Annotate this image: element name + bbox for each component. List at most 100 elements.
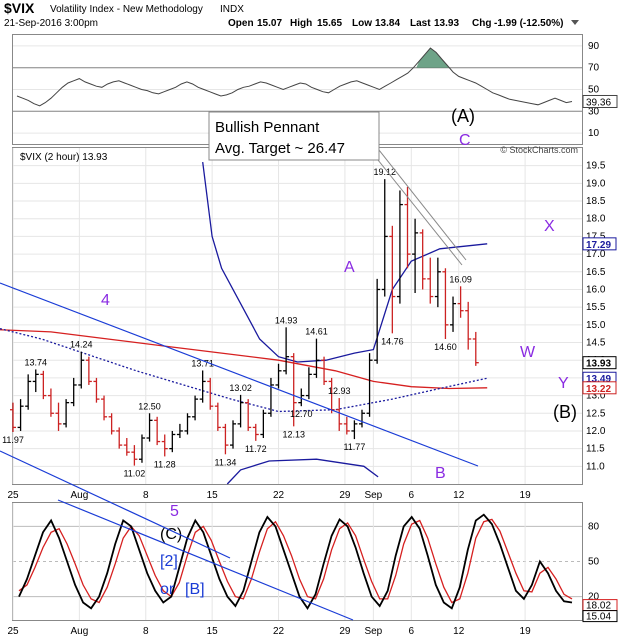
datetime: 21-Sep-2016 3:00pm (4, 18, 98, 29)
price-tick-label-y: 12.5 (586, 408, 606, 419)
wave-5-label: 5 (170, 503, 179, 520)
price-tick-label-x: 29 (339, 490, 351, 501)
wave-C-paren-label: (C) (160, 526, 182, 543)
callout-leader-1 (374, 144, 467, 261)
price-value-label: 12.93 (328, 386, 351, 396)
price-tick-label-x: 6 (409, 490, 415, 501)
price-tick-label-y: 18.5 (586, 196, 606, 207)
rsi-badge-text: 39.36 (586, 97, 611, 108)
low-value: 13.84 (375, 18, 400, 29)
callout-line-1: Bullish Pennant (215, 119, 320, 136)
stoch-tick-label-x: 29 (339, 626, 351, 637)
price-value-label: 11.02 (123, 469, 145, 479)
rsi-overbought-fill (416, 48, 451, 68)
price-tick-label-y: 11.0 (586, 461, 605, 472)
price-tick-label-y: 13.0 (586, 391, 606, 402)
price-tick-label-y: 14.5 (586, 338, 606, 349)
stoch-tick-label-x: 8 (143, 626, 149, 637)
open-value: 15.07 (257, 18, 282, 29)
bullish-pennant-callout: Bullish Pennant Avg. Target ~ 26.47 (208, 111, 467, 266)
price-value-label: 14.93 (275, 315, 298, 325)
rsi-tick-label: 90 (588, 41, 600, 52)
price-badge (582, 356, 617, 370)
stoch-tick-label-x: Sep (364, 626, 382, 637)
stoch-tick-label-x: 19 (520, 626, 532, 637)
stoch-fast-line (18, 513, 573, 610)
price-value-label: 11.77 (343, 442, 365, 452)
price-value-label: 16.09 (449, 274, 472, 284)
chg-label: Chg (472, 18, 491, 29)
rsi-tick-label: 30 (588, 106, 600, 117)
price-tick-label-y: 17.0 (586, 249, 606, 260)
price-layer: 11.011.512.012.513.013.514.014.515.015.5… (0, 148, 617, 501)
price-badge (582, 237, 617, 251)
last-label: Last (410, 18, 431, 29)
stoch-tick-label-x: 25 (7, 626, 19, 637)
watermark: © StockCharts.com (500, 145, 578, 155)
rsi-line (16, 47, 573, 107)
high-label: High (290, 18, 312, 29)
stoch-tick-label-x: 6 (409, 626, 415, 637)
price-value-label: 14.24 (70, 340, 93, 350)
low-label: Low (352, 18, 372, 29)
chevron-down-icon[interactable] (571, 20, 579, 25)
price-badge-text: 13.49 (586, 374, 611, 385)
price-value-label: 12.70 (290, 409, 313, 419)
wave-X-label: X (544, 218, 555, 235)
price-tick-label-x: 19 (520, 490, 532, 501)
callout-box (208, 111, 380, 161)
wave-or-label: or (160, 581, 175, 598)
callout-leader-2 (369, 149, 463, 266)
price-tick-label-y: 15.5 (586, 302, 606, 313)
rsi-tick-label: 50 (588, 85, 600, 96)
moving-average-red (0, 329, 488, 390)
price-badge-text: 17.29 (586, 240, 611, 251)
stoch-badge-2 (582, 610, 618, 623)
upper-trendline (0, 282, 479, 467)
price-value-label: 14.60 (434, 342, 457, 352)
wave-A-paren-label: (A) (451, 106, 475, 126)
wave-A-label: A (344, 259, 355, 276)
price-tick-label-y: 19.5 (586, 161, 606, 172)
bollinger-lower (226, 458, 379, 485)
stoch-tick-label: 80 (588, 521, 600, 532)
wave-2-bracket-label: [2] (160, 553, 178, 570)
price-value-label: 11.97 (2, 435, 24, 445)
price-value-label: 11.28 (154, 459, 176, 469)
stoch-tick-label-x: 12 (453, 626, 465, 637)
stoch-tick-label-x: 15 (207, 626, 219, 637)
wave-4-label: 4 (101, 292, 110, 309)
price-badge-text: 13.93 (586, 359, 611, 370)
price-value-label: 19.12 (373, 167, 396, 177)
price-tick-label-y: 16.5 (586, 267, 606, 278)
wave-B-label: B (435, 465, 446, 482)
stoch-tick-label: 50 (588, 557, 600, 568)
price-tick-label-y: 12.0 (586, 426, 606, 437)
stoch-badge-1-text: 18.02 (586, 601, 611, 612)
price-value-label: 11.72 (245, 444, 267, 454)
rsi-badge (582, 94, 618, 108)
open-label: Open (228, 18, 254, 29)
header-bg (0, 0, 620, 32)
wave-B-bracket-label: [B] (185, 581, 205, 598)
price-tick-label-x: 25 (7, 490, 19, 501)
lower-trendline-upper-segment (0, 450, 231, 559)
chg-value: -1.99 (-12.50%) (494, 18, 563, 29)
index-name: Volatility Index - New Methodology (50, 4, 203, 15)
price-badge-text: 13.22 (586, 384, 611, 395)
price-tick-label-y: 16.0 (586, 284, 606, 295)
price-tick-label-y: 11.5 (586, 444, 605, 455)
lower-trendline-lower-segment (57, 499, 354, 621)
price-tick-label-y: 18.0 (586, 214, 606, 225)
price-value-label: 12.50 (138, 401, 161, 411)
price-value-label: 13.71 (191, 358, 214, 368)
stoch-slow-line (18, 518, 573, 604)
callout-line-2: Avg. Target ~ 26.47 (215, 140, 345, 157)
stoch-tick-label: 20 (588, 592, 600, 603)
exchange: INDX (220, 4, 244, 15)
price-value-label: 14.76 (381, 336, 404, 346)
rsi-tick-label: 10 (588, 128, 600, 139)
wave-W-label: W (520, 344, 536, 361)
